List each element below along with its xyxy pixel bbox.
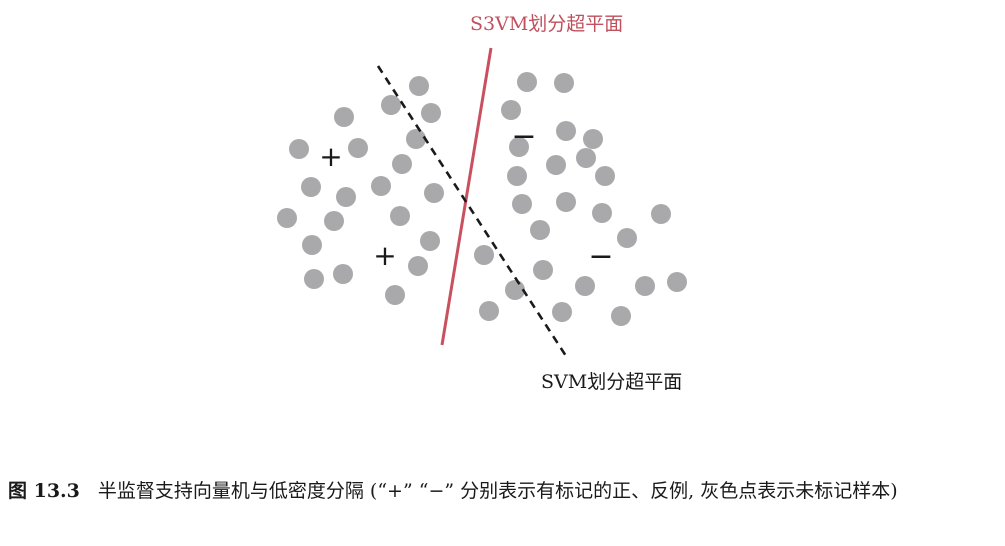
unlabeled-sample-point	[289, 139, 309, 159]
s3vm-hyperplane-label: S3VM划分超平面	[470, 13, 623, 35]
figure-diagram: + + − − S3VM划分超平面 SVM划分超平面	[277, 13, 687, 393]
unlabeled-sample-point	[611, 306, 631, 326]
unlabeled-sample-point	[302, 235, 322, 255]
s3vm-hyperplane-line	[440, 47, 493, 346]
svm-hyperplane-label: SVM划分超平面	[541, 371, 682, 393]
unlabeled-sample-point	[595, 166, 615, 186]
unlabeled-sample-point	[390, 206, 410, 226]
positive-sample-marker: +	[319, 140, 342, 173]
unlabeled-sample-point	[385, 285, 405, 305]
unlabeled-sample-point	[408, 256, 428, 276]
figure-number: 图 13.3	[8, 480, 80, 502]
caption-text: 半监督支持向量机与低密度分隔 (“+” “−” 分别表示有标记的正、反例, 灰色…	[97, 480, 898, 502]
unlabeled-sample-point	[554, 73, 574, 93]
unlabeled-sample-point	[424, 183, 444, 203]
unlabeled-sample-point	[381, 95, 401, 115]
positive-sample-marker: +	[373, 239, 396, 272]
unlabeled-sample-point	[667, 272, 687, 292]
unlabeled-points	[277, 72, 687, 326]
unlabeled-sample-point	[505, 280, 525, 300]
unlabeled-sample-point	[421, 103, 441, 123]
unlabeled-sample-point	[392, 154, 412, 174]
unlabeled-sample-point	[336, 187, 356, 207]
unlabeled-sample-point	[304, 269, 324, 289]
svm-hyperplane-line	[376, 65, 568, 357]
unlabeled-sample-point	[420, 231, 440, 251]
unlabeled-sample-point	[409, 76, 429, 96]
unlabeled-sample-point	[507, 166, 527, 186]
unlabeled-sample-point	[552, 302, 572, 322]
unlabeled-sample-point	[501, 100, 521, 120]
unlabeled-sample-point	[277, 208, 297, 228]
unlabeled-sample-point	[592, 203, 612, 223]
unlabeled-sample-point	[635, 276, 655, 296]
unlabeled-sample-point	[301, 177, 321, 197]
unlabeled-sample-point	[617, 228, 637, 248]
unlabeled-sample-point	[479, 301, 499, 321]
unlabeled-sample-point	[474, 245, 494, 265]
unlabeled-sample-point	[583, 129, 603, 149]
unlabeled-sample-point	[530, 220, 550, 240]
unlabeled-sample-point	[509, 137, 529, 157]
unlabeled-sample-point	[333, 264, 353, 284]
unlabeled-sample-point	[576, 148, 596, 168]
unlabeled-sample-point	[406, 129, 426, 149]
unlabeled-sample-point	[512, 194, 532, 214]
figure-caption: 图 13.3 半监督支持向量机与低密度分隔 (“+” “−” 分别表示有标记的正、…	[8, 478, 998, 505]
unlabeled-sample-point	[556, 121, 576, 141]
unlabeled-sample-point	[651, 204, 671, 224]
unlabeled-sample-point	[517, 72, 537, 92]
negative-sample-marker: −	[511, 119, 536, 154]
negative-sample-marker: −	[588, 239, 613, 274]
unlabeled-sample-point	[575, 276, 595, 296]
unlabeled-sample-point	[371, 176, 391, 196]
unlabeled-sample-point	[334, 107, 354, 127]
unlabeled-sample-point	[546, 155, 566, 175]
unlabeled-sample-point	[556, 192, 576, 212]
unlabeled-sample-point	[324, 211, 344, 231]
unlabeled-sample-point	[533, 260, 553, 280]
unlabeled-sample-point	[348, 138, 368, 158]
